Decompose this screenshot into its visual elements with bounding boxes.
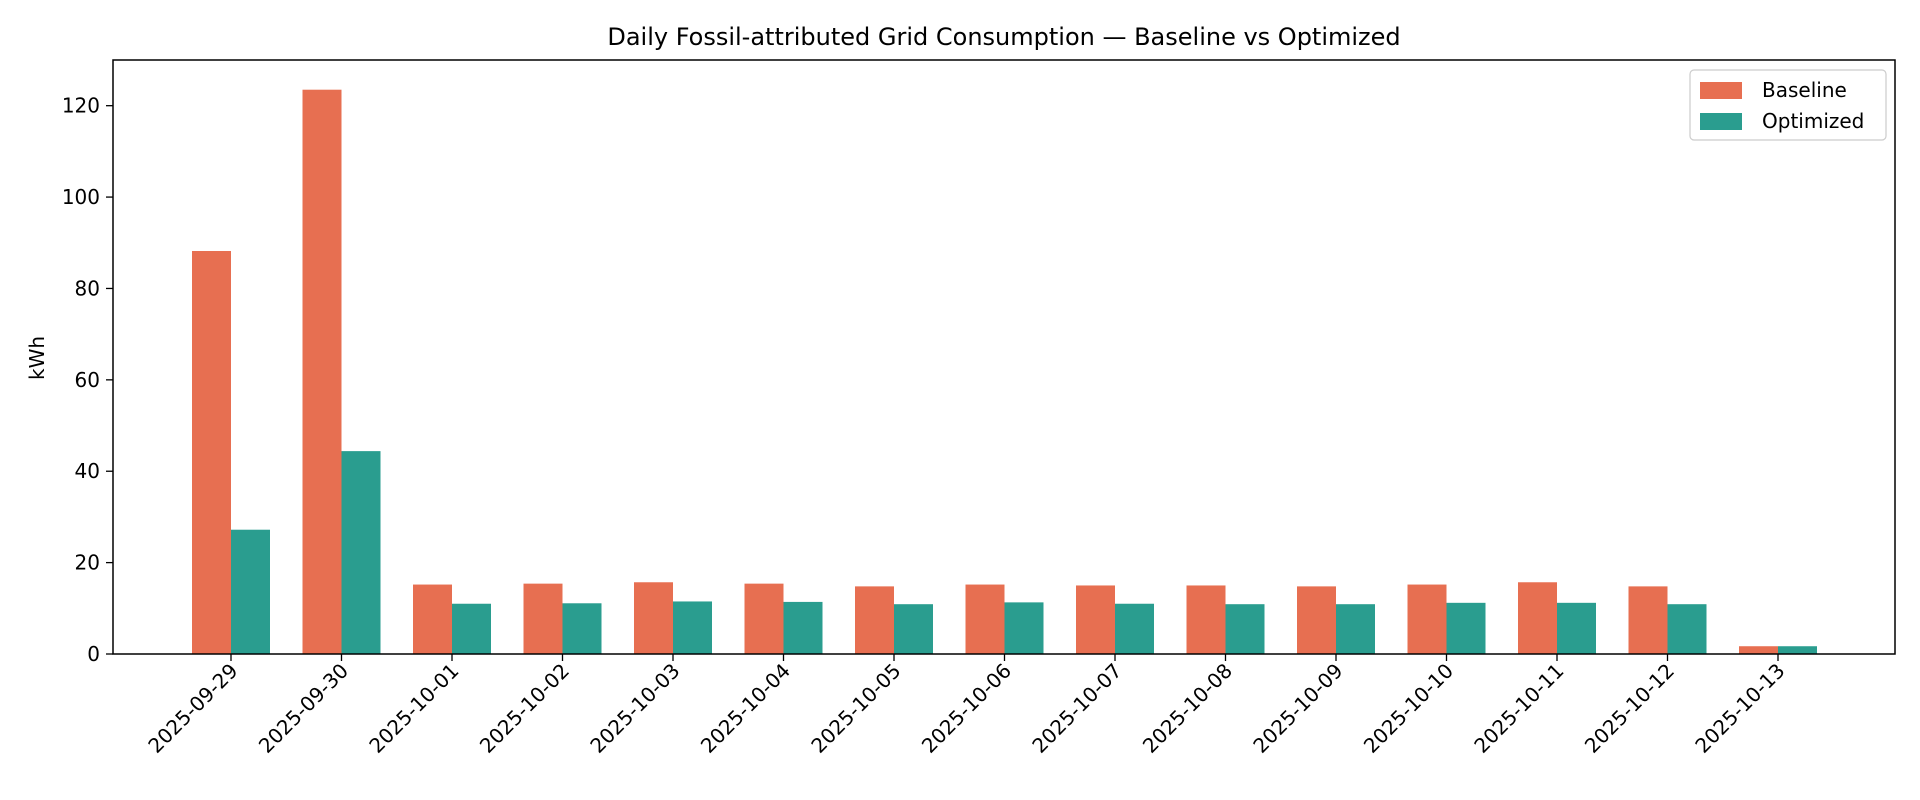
bar-optimized-2025-10-07 [1115, 603, 1154, 654]
y-tick-label-0: 0 [87, 642, 100, 666]
y-axis-label: kWh [25, 336, 49, 380]
bar-optimized-2025-10-12 [1667, 604, 1707, 654]
bar-baseline-2025-09-29 [192, 250, 231, 655]
x-tick-label-2025-10-01: 2025-10-01 [364, 659, 463, 758]
legend-label-baseline: Baseline [1762, 78, 1847, 102]
bar-optimized-2025-09-30 [341, 451, 381, 654]
bar-optimized-2025-10-06 [1004, 602, 1044, 654]
legend: Baseline Optimized [1689, 69, 1887, 141]
y-tick-label-120: 120 [62, 94, 100, 118]
bar-optimized-2025-10-05 [894, 604, 933, 654]
x-tick-label-2025-10-05: 2025-10-05 [806, 659, 905, 758]
x-tick-label-2025-10-02: 2025-10-02 [475, 659, 574, 758]
bar-optimized-2025-09-29 [231, 529, 270, 654]
bar-baseline-2025-10-05 [855, 586, 894, 654]
bar-optimized-2025-10-11 [1557, 602, 1596, 654]
x-tick-label-2025-10-10: 2025-10-10 [1359, 659, 1458, 758]
x-tick-label-2025-10-12: 2025-10-12 [1580, 659, 1679, 758]
y-tick-label-40: 40 [75, 459, 100, 483]
chart-title: Daily Fossil-attributed Grid Consumption… [607, 23, 1400, 51]
bar-baseline-2025-10-04 [744, 583, 784, 654]
bar-baseline-2025-10-07 [1076, 585, 1115, 654]
bar-baseline-2025-10-10 [1407, 584, 1447, 654]
bar-baseline-2025-10-09 [1297, 586, 1336, 654]
legend-label-optimized: Optimized [1762, 109, 1864, 133]
bar-baseline-2025-10-08 [1186, 585, 1226, 654]
bar-optimized-2025-10-13 [1778, 646, 1817, 654]
x-tick-label-2025-09-30: 2025-09-30 [254, 659, 353, 758]
legend-swatch-optimized [1700, 113, 1742, 130]
y-tick-label-100: 100 [62, 185, 100, 209]
bar-optimized-2025-10-02 [562, 603, 602, 654]
bar-optimized-2025-10-10 [1446, 602, 1486, 654]
legend-swatch-baseline [1700, 82, 1742, 99]
x-tick-label-2025-10-04: 2025-10-04 [696, 659, 795, 758]
x-tick-label-2025-10-06: 2025-10-06 [917, 659, 1016, 758]
x-tick-label-2025-10-08: 2025-10-08 [1138, 659, 1237, 758]
bar-baseline-2025-10-03 [634, 582, 673, 654]
bar-optimized-2025-10-04 [783, 601, 823, 654]
y-tick-label-20: 20 [75, 551, 100, 575]
bar-optimized-2025-10-08 [1225, 604, 1265, 654]
y-tick-label-80: 80 [75, 276, 100, 300]
y-tick-label-60: 60 [75, 368, 100, 392]
bar-baseline-2025-10-06 [965, 584, 1005, 654]
bar-optimized-2025-10-09 [1336, 604, 1375, 654]
bar-baseline-2025-10-01 [413, 584, 452, 654]
bar-optimized-2025-10-01 [452, 603, 491, 654]
bar-baseline-2025-10-11 [1518, 582, 1557, 654]
bar-baseline-2025-09-30 [302, 89, 342, 654]
x-tick-label-2025-10-03: 2025-10-03 [585, 659, 684, 758]
x-tick-label-2025-10-09: 2025-10-09 [1248, 659, 1347, 758]
x-tick-label-2025-10-11: 2025-10-11 [1469, 659, 1568, 758]
x-tick-label-2025-10-13: 2025-10-13 [1690, 659, 1789, 758]
bar-baseline-2025-10-02 [523, 583, 563, 654]
x-tick-label-2025-09-29: 2025-09-29 [143, 659, 242, 758]
x-tick-label-2025-10-07: 2025-10-07 [1027, 659, 1126, 758]
bar-baseline-2025-10-13 [1739, 646, 1778, 654]
bar-optimized-2025-10-03 [673, 601, 712, 654]
bar-baseline-2025-10-12 [1628, 586, 1668, 654]
